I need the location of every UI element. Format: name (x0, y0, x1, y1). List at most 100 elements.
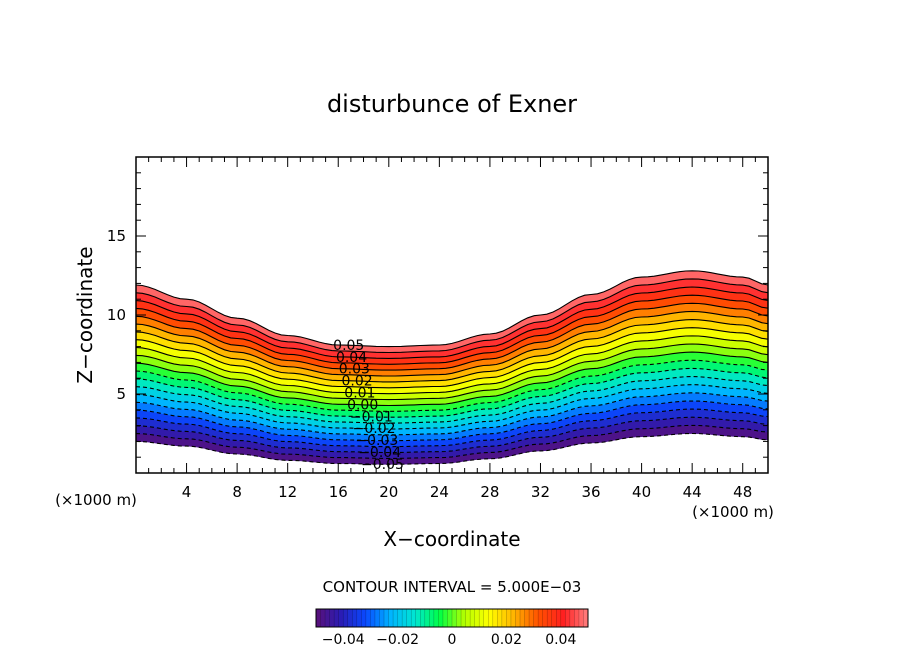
contour-line (136, 294, 768, 365)
colorbar-cell (542, 609, 548, 627)
contour-line (136, 343, 768, 401)
chart-title: disturbunce of Exner (327, 90, 577, 118)
contour-line (136, 302, 768, 371)
contour-label: 0.02 (342, 374, 373, 390)
colorbar-cell (379, 609, 385, 627)
x-tick-label: 12 (278, 483, 297, 501)
colorbar-cell (470, 609, 476, 627)
x-tick-label: 48 (733, 483, 752, 501)
colorbar-cell (320, 609, 326, 627)
colorbar-cell (510, 609, 516, 627)
contour-line (136, 392, 768, 436)
x-tick-label: 24 (430, 483, 449, 501)
colorbar-cell (461, 609, 466, 627)
contour-line (136, 432, 768, 465)
x-tick-label: 44 (683, 483, 702, 501)
colorbar-cell (583, 609, 589, 627)
colorbar-cell (578, 609, 584, 627)
contour-line (136, 424, 768, 459)
x-tick-label: 40 (632, 483, 651, 501)
contour-label: −0.03 (355, 433, 398, 449)
colorbar-cell (533, 609, 539, 627)
colorbar-cell (361, 609, 367, 627)
y-tick-label: 5 (116, 385, 126, 403)
x-tick-label: 36 (581, 483, 600, 501)
colorbar-cell (456, 609, 462, 627)
colorbar-cell (524, 609, 530, 627)
contour-line (136, 367, 768, 418)
colorbar-cell (424, 609, 430, 627)
colorbar-cell (574, 609, 580, 627)
x-unit-label-left: (×1000 m) (55, 491, 137, 509)
contour-label: −0.04 (358, 445, 401, 461)
colorbar-tick-label: −0.02 (376, 632, 419, 648)
colorbar-ticks: −0.04 −0.02 0 0.02 0.04 (322, 632, 577, 648)
x-tick-label: 8 (232, 483, 242, 501)
colorbar-cell (447, 609, 453, 627)
colorbar-cell (384, 609, 389, 627)
y-tick-label: 15 (107, 227, 126, 245)
colorbar-tick-label: −0.04 (322, 632, 365, 648)
y-axis-label: Z−coordinate (73, 246, 97, 383)
colorbar-cell (415, 609, 421, 627)
colorbar-cell (352, 609, 358, 627)
colorbar-cell (483, 609, 489, 627)
colorbar-cell (347, 609, 353, 627)
contour-line (136, 310, 768, 377)
contour-line (136, 335, 768, 395)
contour-lines (136, 270, 768, 465)
colorbar-cell (325, 609, 330, 627)
contour-label: −0.01 (350, 409, 393, 425)
colorbar-cell (497, 609, 503, 627)
contour-line (136, 286, 768, 359)
colorbar-tick-label: 0.04 (545, 632, 576, 648)
colorbar-cell (433, 609, 439, 627)
colorbar-cell (397, 609, 403, 627)
colorbar-cell (560, 609, 566, 627)
contour-line (136, 351, 768, 407)
x-axis-label: X−coordinate (383, 527, 520, 551)
y-axis: 5 10 15 (107, 156, 768, 474)
x-tick-label: 16 (329, 483, 348, 501)
colorbar-cell (529, 609, 534, 627)
colorbar-cell (492, 609, 498, 627)
colorbar-cell (374, 609, 380, 627)
colorbar-cell (520, 609, 525, 627)
contour-label: −0.02 (353, 421, 396, 437)
contour-line (136, 359, 768, 412)
colorbar-cell (370, 609, 376, 627)
contour-line (136, 400, 768, 442)
contour-line (136, 270, 768, 348)
contour-label: 0.01 (344, 385, 375, 401)
colorbar-cell (538, 609, 544, 627)
colorbar-cell (365, 609, 371, 627)
colorbar-cell (556, 609, 562, 627)
colorbar-tick-label: 0 (448, 632, 457, 648)
contour-label: 0.05 (333, 338, 364, 354)
colorbar-tick-label: 0.02 (491, 632, 522, 648)
colorbar-cell (551, 609, 557, 627)
contour-line (136, 375, 768, 424)
colorbar-cell (343, 609, 349, 627)
contour-labels: 0.050.040.030.020.010.00−0.01−0.02−0.03−… (333, 338, 404, 473)
contour-line (136, 416, 768, 454)
colorbar-cell (402, 609, 408, 627)
contour-interval-text: CONTOUR INTERVAL = 5.000E−03 (323, 578, 582, 596)
x-tick-label: 28 (480, 483, 499, 501)
colorbar-cell (506, 609, 512, 627)
colorbar-cell (406, 609, 412, 627)
colorbar-cell (488, 609, 494, 627)
colorbar-cell (388, 609, 394, 627)
x-unit-label-right: (×1000 m) (692, 503, 774, 521)
contour-line (136, 408, 768, 448)
colorbar-cell (442, 609, 448, 627)
colorbar-cell (393, 609, 398, 627)
contour-label: 0.03 (339, 362, 370, 378)
colorbar-frame (315, 608, 589, 628)
contour-label: −0.05 (361, 457, 404, 473)
contour-line (136, 327, 768, 389)
colorbar-cell (411, 609, 417, 627)
colorbar-cell (420, 609, 426, 627)
colorbar-cell (501, 609, 507, 627)
